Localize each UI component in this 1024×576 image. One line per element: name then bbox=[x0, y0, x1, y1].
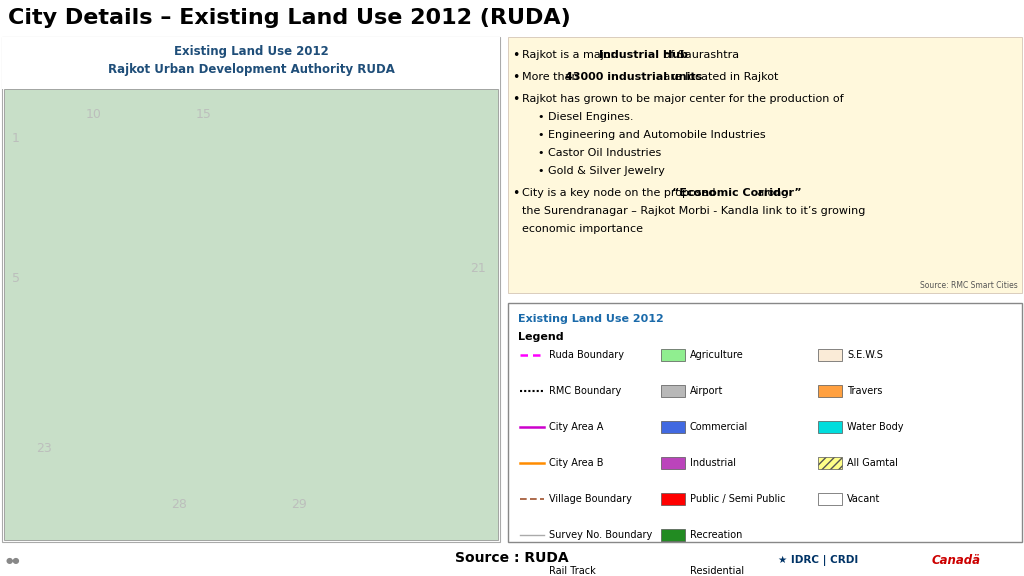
Text: •: • bbox=[512, 93, 519, 105]
Text: Engineering and Automobile Industries: Engineering and Automobile Industries bbox=[548, 130, 766, 140]
Text: Industrial: Industrial bbox=[690, 458, 736, 468]
Text: City Details – Existing Land Use 2012 (RUDA): City Details – Existing Land Use 2012 (R… bbox=[8, 7, 571, 28]
Text: City is a key node on the proposed: City is a key node on the proposed bbox=[522, 188, 719, 198]
Text: Commercial: Commercial bbox=[690, 422, 749, 432]
Bar bbox=[4, 89, 498, 540]
Text: Ruda Boundary: Ruda Boundary bbox=[549, 350, 624, 360]
Text: Rail Track: Rail Track bbox=[549, 566, 596, 576]
Text: Source: RMC Smart Cities: Source: RMC Smart Cities bbox=[921, 281, 1018, 290]
Text: Existing Land Use 2012: Existing Land Use 2012 bbox=[518, 314, 664, 324]
Text: along: along bbox=[755, 188, 788, 198]
Text: are located in Rajkot: are located in Rajkot bbox=[659, 72, 778, 82]
Text: Water Body: Water Body bbox=[847, 422, 903, 432]
Text: Castor Oil Industries: Castor Oil Industries bbox=[548, 148, 662, 158]
Bar bbox=[508, 37, 1022, 293]
Bar bbox=[662, 457, 685, 469]
Text: •: • bbox=[512, 187, 519, 199]
Text: Recreation: Recreation bbox=[690, 530, 742, 540]
Bar bbox=[818, 421, 842, 433]
Bar bbox=[2, 37, 500, 542]
Text: Village Boundary: Village Boundary bbox=[549, 494, 632, 504]
Text: Existing Land Use 2012: Existing Land Use 2012 bbox=[174, 44, 329, 58]
Text: Survey No. Boundary: Survey No. Boundary bbox=[549, 530, 652, 540]
Bar bbox=[818, 385, 842, 397]
Bar bbox=[662, 565, 685, 576]
Text: economic importance: economic importance bbox=[522, 224, 643, 234]
Text: Source : RUDA: Source : RUDA bbox=[456, 551, 568, 566]
Text: •: • bbox=[512, 48, 519, 62]
Bar bbox=[818, 349, 842, 361]
Text: All Gamtal: All Gamtal bbox=[847, 458, 898, 468]
Text: S.E.W.S: S.E.W.S bbox=[847, 350, 883, 360]
Text: Diesel Engines.: Diesel Engines. bbox=[548, 112, 634, 122]
Text: 1: 1 bbox=[12, 132, 19, 146]
Text: Rajkot Urban Development Authority RUDA: Rajkot Urban Development Authority RUDA bbox=[108, 63, 394, 75]
Text: 28: 28 bbox=[171, 498, 187, 511]
Text: the Surendranagar – Rajkot Morbi - Kandla link to it’s growing: the Surendranagar – Rajkot Morbi - Kandl… bbox=[522, 206, 865, 216]
Text: City Area B: City Area B bbox=[549, 458, 603, 468]
Text: ●●: ●● bbox=[5, 555, 19, 564]
Text: 29: 29 bbox=[291, 498, 307, 511]
Text: •: • bbox=[537, 130, 544, 140]
Bar bbox=[662, 493, 685, 505]
Text: More than: More than bbox=[522, 72, 582, 82]
Bar bbox=[662, 421, 685, 433]
Bar bbox=[662, 349, 685, 361]
Text: •: • bbox=[537, 166, 544, 176]
Text: •: • bbox=[512, 70, 519, 84]
Text: 15: 15 bbox=[196, 108, 212, 120]
Bar bbox=[662, 385, 685, 397]
Bar bbox=[818, 457, 842, 469]
Text: 43000 industrial units: 43000 industrial units bbox=[565, 72, 702, 82]
Text: 10: 10 bbox=[86, 108, 102, 120]
Text: “Economic Corridor”: “Economic Corridor” bbox=[673, 188, 802, 198]
Text: Industrial Hub: Industrial Hub bbox=[599, 50, 688, 60]
Text: City Area A: City Area A bbox=[549, 422, 603, 432]
Text: Public / Semi Public: Public / Semi Public bbox=[690, 494, 785, 504]
Text: Vacant: Vacant bbox=[847, 494, 881, 504]
Text: Travers: Travers bbox=[847, 386, 883, 396]
Bar bbox=[508, 303, 1022, 542]
Text: ★ IDRC | CRDI: ★ IDRC | CRDI bbox=[778, 555, 858, 566]
Text: Airport: Airport bbox=[690, 386, 723, 396]
Text: Legend: Legend bbox=[518, 332, 563, 342]
Text: Rajkot has grown to be major center for the production of: Rajkot has grown to be major center for … bbox=[522, 94, 844, 104]
Bar bbox=[2, 37, 500, 89]
Text: Residential: Residential bbox=[690, 566, 744, 576]
Text: 21: 21 bbox=[470, 263, 485, 275]
Bar bbox=[662, 529, 685, 541]
Text: RMC Boundary: RMC Boundary bbox=[549, 386, 622, 396]
Text: •: • bbox=[537, 148, 544, 158]
Text: Gold & Silver Jewelry: Gold & Silver Jewelry bbox=[548, 166, 665, 176]
Text: of Saurashtra: of Saurashtra bbox=[659, 50, 738, 60]
Text: 23: 23 bbox=[36, 442, 52, 456]
Bar bbox=[818, 493, 842, 505]
Text: Agriculture: Agriculture bbox=[690, 350, 743, 360]
Text: •: • bbox=[537, 112, 544, 122]
Text: Canadä: Canadä bbox=[932, 554, 981, 567]
Text: Rajkot is a major: Rajkot is a major bbox=[522, 50, 618, 60]
Text: 5: 5 bbox=[12, 272, 20, 286]
